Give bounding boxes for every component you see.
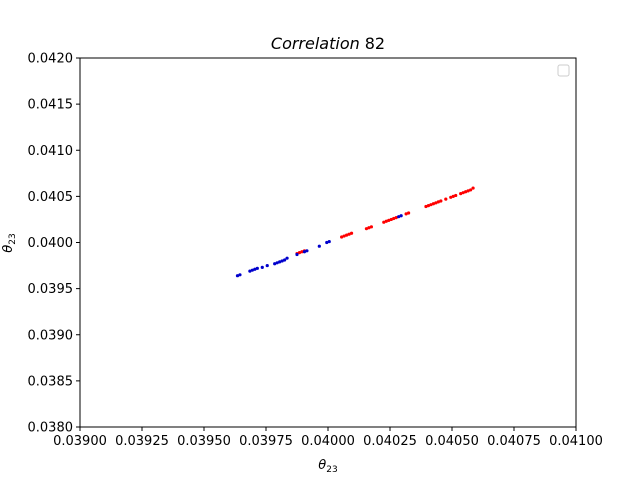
scatter-point — [439, 199, 443, 203]
scatter-point — [434, 201, 438, 205]
scatter-point — [387, 218, 391, 222]
scatter-point — [426, 204, 431, 208]
scatter-point — [238, 273, 242, 277]
scatter-point — [297, 251, 302, 255]
x-axis-label-sub: 23 — [326, 465, 337, 475]
scatter-point — [471, 186, 475, 190]
scatter-point — [392, 216, 396, 221]
scatter-point — [424, 204, 428, 209]
y-tick-label: 0.0395 — [28, 282, 74, 297]
scatter-point — [397, 215, 401, 219]
scatter-point — [300, 250, 304, 254]
scatter-point — [382, 220, 386, 224]
scatter-point — [253, 267, 257, 271]
y-tick-label: 0.0405 — [28, 190, 74, 205]
scatter-point — [273, 262, 277, 266]
data-points — [235, 186, 475, 278]
scatter-point — [250, 268, 254, 272]
scatter-point — [367, 226, 371, 230]
scatter-point — [454, 193, 458, 198]
y-tick-label: 0.0410 — [28, 144, 74, 159]
y-tick-label: 0.0390 — [28, 328, 74, 343]
scatter-point — [349, 231, 354, 235]
y-axis-label-sub: 23 — [8, 233, 18, 244]
y-tick-label: 0.0380 — [28, 421, 74, 436]
x-tick-label: 0.04050 — [425, 434, 479, 449]
scatter-point — [280, 259, 284, 263]
x-axis-ticks: 0.03900 0.03925 0.03950 0.03975 0.04000 0.040… — [53, 427, 603, 449]
scatter-point — [444, 197, 448, 201]
y-axis-label: θ23 — [1, 233, 18, 252]
scatter-point — [459, 192, 463, 196]
y-axis-label-base: θ — [1, 245, 16, 253]
scatter-point — [429, 203, 433, 207]
scatter-point — [389, 217, 393, 222]
chart-title-number: 82 — [365, 34, 385, 53]
scatter-point — [295, 252, 299, 257]
x-tick-label: 0.04075 — [487, 434, 541, 449]
scatter-point — [431, 202, 435, 206]
scatter-point — [461, 191, 465, 195]
scatter-point — [394, 215, 398, 220]
scatter-point — [364, 227, 369, 231]
scatter-point — [235, 274, 240, 278]
scatter-point — [305, 249, 309, 253]
scatter-point — [340, 235, 344, 239]
scatter-point — [278, 260, 282, 264]
scatter-point — [469, 188, 473, 192]
x-axis-label-base: θ — [318, 458, 326, 473]
scatter-point — [436, 200, 440, 204]
scatter-point — [317, 244, 321, 248]
scatter-point — [399, 214, 403, 218]
scatter-point — [285, 256, 289, 260]
scatter-point — [466, 189, 470, 193]
legend-box — [557, 64, 570, 77]
x-tick-label: 0.03925 — [115, 434, 169, 449]
x-tick-label: 0.04025 — [363, 434, 417, 449]
y-tick-label: 0.0400 — [28, 236, 74, 251]
scatter-point — [265, 263, 269, 268]
chart-title-italic: Correlation — [271, 34, 360, 53]
y-axis-ticks: 0.0380 0.0385 0.0390 0.0395 0.0400 0.0405 0.04… — [28, 52, 80, 436]
scatter-point — [283, 258, 287, 262]
scatter-point — [369, 225, 373, 229]
scatter-point — [302, 250, 307, 254]
scatter-series-1 — [235, 214, 403, 278]
scatter-point — [384, 219, 388, 223]
scatter-point — [449, 195, 453, 199]
y-tick-label: 0.0415 — [28, 98, 74, 113]
scatter-point — [451, 194, 455, 198]
x-tick-label: 0.03900 — [53, 434, 107, 449]
scatter-point — [327, 239, 331, 244]
x-tick-label: 0.03950 — [177, 434, 231, 449]
scatter-point — [345, 233, 349, 237]
x-tick-label: 0.04000 — [301, 434, 355, 449]
x-axis-label: θ23 — [318, 458, 337, 475]
scatter-point — [404, 212, 408, 216]
scatter-point — [248, 269, 252, 273]
chart-title: Correlation 82 — [271, 34, 385, 53]
scatter-point — [342, 234, 346, 238]
y-tick-label: 0.0385 — [28, 374, 74, 389]
y-axis-label-group: θ23 — [1, 233, 18, 252]
scatter-point — [325, 240, 329, 245]
y-tick-label: 0.0420 — [28, 52, 74, 67]
scatter-point — [255, 266, 259, 270]
scatter-point — [260, 265, 264, 270]
x-tick-label: 0.03975 — [239, 434, 293, 449]
x-tick-label: 0.04100 — [549, 434, 603, 449]
scatter-point — [464, 190, 468, 194]
scatter-point — [347, 232, 351, 236]
scatter-point — [407, 211, 411, 215]
scatter-point — [275, 261, 279, 265]
